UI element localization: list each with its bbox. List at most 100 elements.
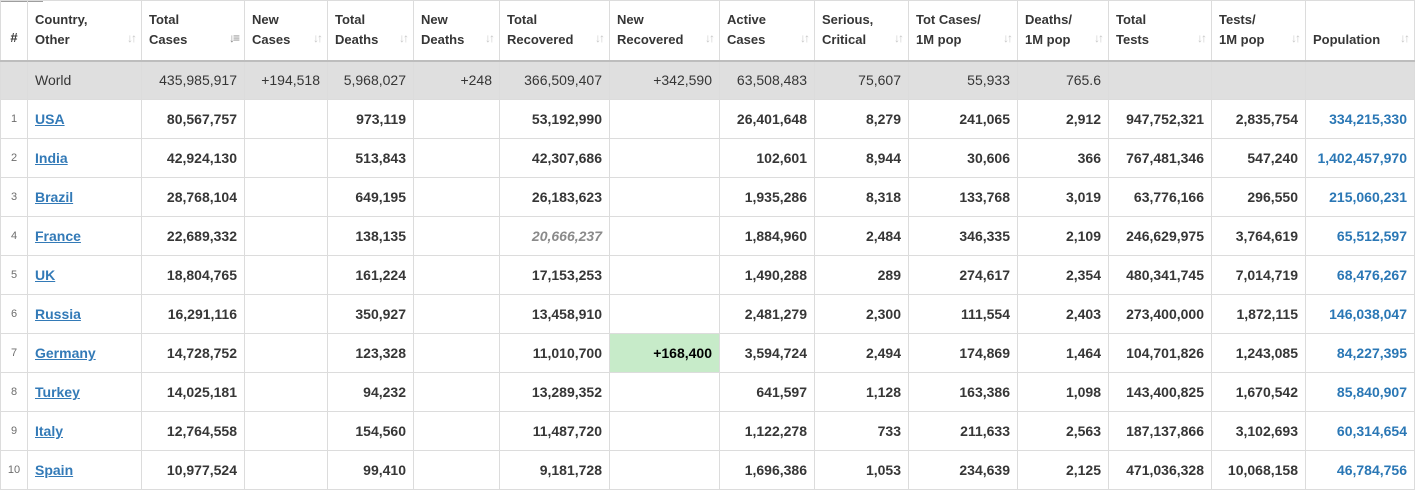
cell-total-tests: 947,752,321: [1108, 99, 1212, 139]
header-serious-critical[interactable]: Serious, Critical ↓↑: [814, 0, 909, 62]
sort-descending-icon[interactable]: ↓≡: [228, 30, 240, 45]
country-link[interactable]: Brazil: [35, 189, 74, 205]
country-link[interactable]: France: [35, 228, 81, 244]
world-new-cases: +194,518: [244, 60, 328, 100]
cell-total-deaths: 154,560: [327, 411, 414, 451]
country-link[interactable]: Italy: [35, 423, 64, 439]
cell-serious: 8,318: [814, 177, 909, 217]
cell-active-cases: 1,122,278: [719, 411, 815, 451]
sort-arrows-icon[interactable]: ↓↑: [313, 30, 323, 45]
world-deaths-per-1m: 765.6: [1017, 60, 1109, 100]
cell-new-deaths: [413, 411, 500, 451]
cell-population: 46,784,756: [1305, 450, 1415, 490]
header-total-tests[interactable]: Total Tests ↓↑: [1108, 0, 1212, 62]
world-cases-per-1m: 55,933: [908, 60, 1018, 100]
cell-tests-per-1m: 3,102,693: [1211, 411, 1306, 451]
world-country: World: [27, 60, 142, 100]
cell-total-recovered: 20,666,237: [499, 216, 610, 256]
cell-active-cases: 641,597: [719, 372, 815, 412]
table-row: 4 France 22,689,332 138,135 20,666,237 1,884,…: [0, 216, 1415, 256]
sort-arrows-icon[interactable]: ↓↑: [399, 30, 409, 45]
cell-new-recovered: [609, 294, 720, 334]
header-active-cases[interactable]: Active Cases ↓↑: [719, 0, 815, 62]
world-new-recovered: +342,590: [609, 60, 720, 100]
cell-total-tests: 187,137,866: [1108, 411, 1212, 451]
country-link[interactable]: USA: [35, 111, 65, 127]
cell-total-cases: 10,977,524: [141, 450, 245, 490]
header-new-recovered[interactable]: New Recovered ↓↑: [609, 0, 720, 62]
sort-arrows-icon[interactable]: ↓↑: [800, 30, 810, 45]
header-cases-per-1m[interactable]: Tot Cases/1M pop ↓↑: [908, 0, 1018, 62]
sort-arrows-icon[interactable]: ↓↑: [1400, 30, 1410, 45]
cell-deaths-per-1m: 1,464: [1017, 333, 1109, 373]
cell-new-recovered: [609, 255, 720, 295]
row-country-cell: Germany: [27, 333, 142, 373]
cell-total-recovered: 42,307,686: [499, 138, 610, 178]
header-total-recovered[interactable]: Total Recovered ↓↑: [499, 0, 610, 62]
cell-tests-per-1m: 3,764,619: [1211, 216, 1306, 256]
cell-population: 1,402,457,970: [1305, 138, 1415, 178]
cell-population: 84,227,395: [1305, 333, 1415, 373]
country-link[interactable]: Turkey: [35, 384, 80, 400]
cell-serious: 8,279: [814, 99, 909, 139]
country-link[interactable]: UK: [35, 267, 56, 283]
header-population[interactable]: Population ↓↑: [1305, 0, 1415, 62]
country-link[interactable]: Russia: [35, 306, 81, 322]
cell-new-cases: [244, 216, 328, 256]
sort-arrows-icon[interactable]: ↓↑: [705, 30, 715, 45]
sort-arrows-icon[interactable]: ↓↑: [894, 30, 904, 45]
cell-total-tests: 143,400,825: [1108, 372, 1212, 412]
cell-active-cases: 1,490,288: [719, 255, 815, 295]
cell-active-cases: 26,401,648: [719, 99, 815, 139]
sort-arrows-icon[interactable]: ↓↑: [1003, 30, 1013, 45]
sort-arrows-icon[interactable]: ↓↑: [127, 30, 137, 45]
sort-arrows-icon[interactable]: ↓↑: [1094, 30, 1104, 45]
cell-total-cases: 42,924,130: [141, 138, 245, 178]
header-new-cases[interactable]: New Cases ↓↑: [244, 0, 328, 62]
cell-deaths-per-1m: 2,354: [1017, 255, 1109, 295]
table-row: 10 Spain 10,977,524 99,410 9,181,728 1,696,38…: [0, 450, 1415, 490]
world-row: World 435,985,917 +194,518 5,968,027 +24…: [0, 60, 1415, 100]
cell-tests-per-1m: 2,835,754: [1211, 99, 1306, 139]
cell-new-deaths: [413, 255, 500, 295]
country-link[interactable]: India: [35, 150, 68, 166]
world-total-recovered: 366,509,407: [499, 60, 610, 100]
header-country[interactable]: Country, Other ↓↑: [27, 0, 142, 62]
header-total-cases[interactable]: Total Cases ↓≡: [141, 0, 245, 62]
table-row: 1 USA 80,567,757 973,119 53,192,990 26,401,64…: [0, 99, 1415, 139]
world-active-cases: 63,508,483: [719, 60, 815, 100]
cell-serious: 2,300: [814, 294, 909, 334]
cell-cases-per-1m: 111,554: [908, 294, 1018, 334]
world-total-deaths: 5,968,027: [327, 60, 414, 100]
header-tests-per-1m[interactable]: Tests/1M pop ↓↑: [1211, 0, 1306, 62]
cell-new-deaths: [413, 138, 500, 178]
world-rank: [0, 60, 28, 100]
country-link[interactable]: Germany: [35, 345, 96, 361]
sort-arrows-icon[interactable]: ↓↑: [1197, 30, 1207, 45]
header-new-deaths[interactable]: New Deaths ↓↑: [413, 0, 500, 62]
row-rank: 3: [0, 177, 28, 217]
row-rank: 2: [0, 138, 28, 178]
cell-total-recovered: 9,181,728: [499, 450, 610, 490]
cell-new-recovered: [609, 99, 720, 139]
cell-total-recovered: 13,289,352: [499, 372, 610, 412]
header-rank[interactable]: #: [0, 0, 28, 62]
sort-arrows-icon[interactable]: ↓↑: [1291, 30, 1301, 45]
header-total-deaths[interactable]: Total Deaths ↓↑: [327, 0, 414, 62]
cell-new-deaths: [413, 333, 500, 373]
row-rank: 9: [0, 411, 28, 451]
cell-deaths-per-1m: 1,098: [1017, 372, 1109, 412]
cell-total-recovered: 13,458,910: [499, 294, 610, 334]
cell-new-deaths: [413, 450, 500, 490]
cell-new-deaths: [413, 177, 500, 217]
cell-cases-per-1m: 346,335: [908, 216, 1018, 256]
cell-total-cases: 16,291,116: [141, 294, 245, 334]
sort-arrows-icon[interactable]: ↓↑: [595, 30, 605, 45]
header-deaths-per-1m[interactable]: Deaths/1M pop ↓↑: [1017, 0, 1109, 62]
row-rank: 8: [0, 372, 28, 412]
country-link[interactable]: Spain: [35, 462, 74, 478]
cell-active-cases: 1,696,386: [719, 450, 815, 490]
sort-arrows-icon[interactable]: ↓↑: [485, 30, 495, 45]
cell-new-cases: [244, 333, 328, 373]
row-rank: 6: [0, 294, 28, 334]
